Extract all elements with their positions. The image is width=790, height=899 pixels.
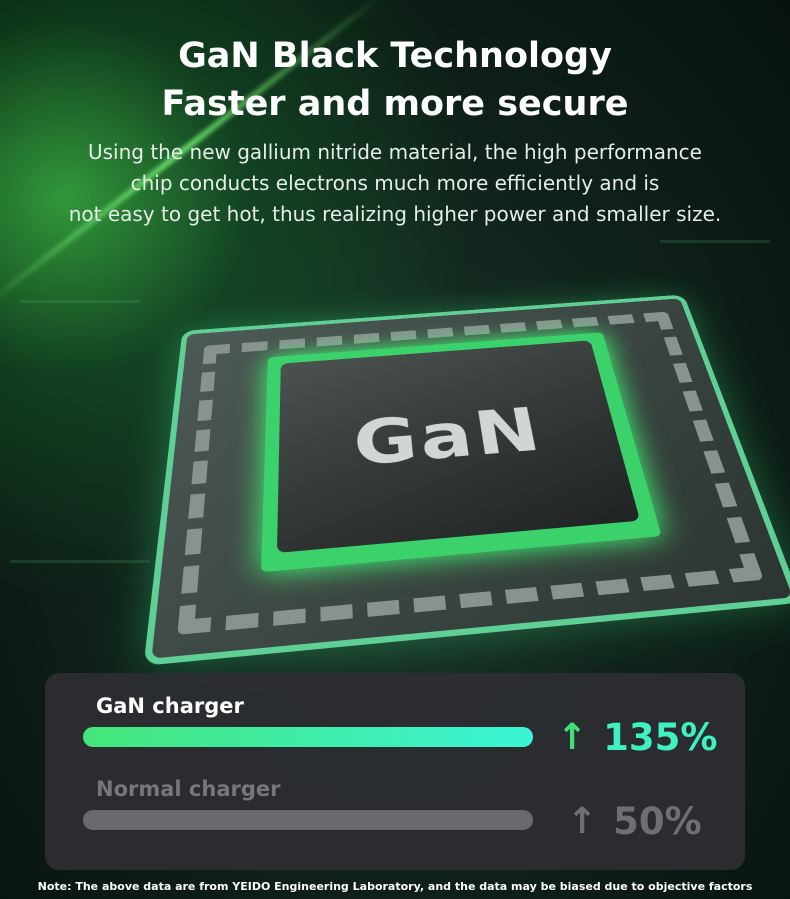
normal-charger-label: Normal charger [96, 777, 281, 801]
value-text: 135% [603, 716, 718, 759]
pcb-trace [10, 560, 150, 563]
footnote: Note: The above data are from YEIDO Engi… [37, 880, 753, 893]
title-line: Faster and more secure [161, 84, 629, 124]
value-text: 50% [613, 800, 702, 843]
description-line: not easy to get hot, thus realizing high… [68, 202, 722, 226]
description-line: chip conducts electrons much more effici… [130, 171, 660, 195]
arrow-up-icon: ↑ [557, 717, 588, 758]
gan-chip: GaN [276, 340, 641, 553]
normal-charger-value: ↑ 50% [567, 800, 702, 843]
normal-charger-bar [83, 810, 533, 830]
gan-charger-value: ↑ 135% [557, 716, 717, 759]
chip-board-illustration: GaN [143, 294, 790, 666]
gan-charger-bar [83, 727, 533, 747]
page-title: GaN Black Technology Faster and more sec… [0, 32, 790, 128]
description: Using the new gallium nitride material, … [0, 137, 790, 230]
title-line: GaN Black Technology [178, 36, 612, 76]
gan-charger-label: GaN charger [96, 694, 244, 718]
description-line: Using the new gallium nitride material, … [88, 140, 702, 164]
comparison-panel [45, 673, 745, 870]
chip-label: GaN [352, 396, 549, 481]
pcb-trace [20, 300, 140, 303]
pcb-trace [660, 240, 770, 243]
arrow-up-icon: ↑ [567, 801, 598, 842]
